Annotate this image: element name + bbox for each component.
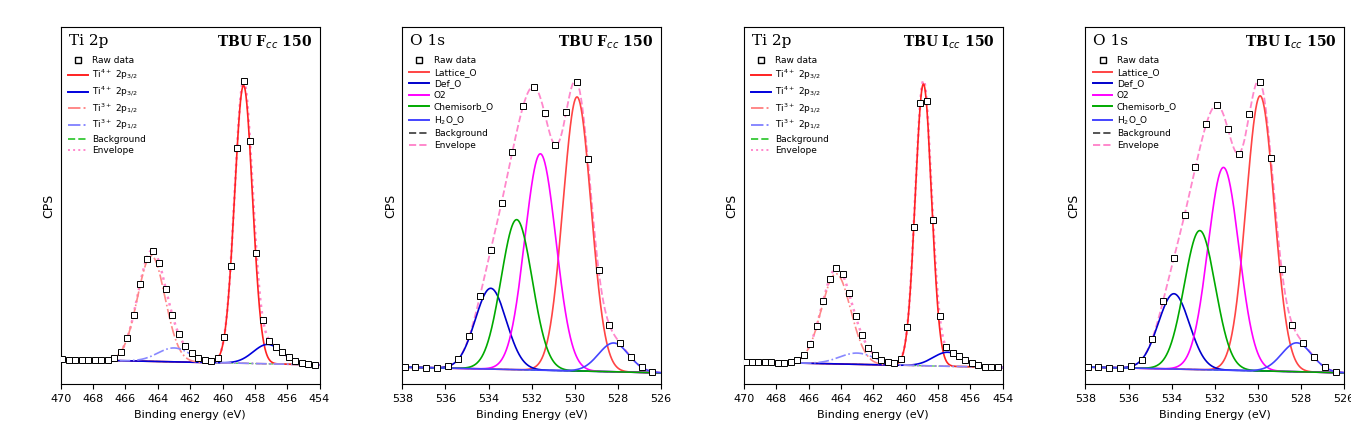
Text: O 1s: O 1s (411, 34, 444, 48)
Y-axis label: CPS: CPS (725, 194, 739, 218)
Legend: Raw data, Lattice_O, Def_O, O2, Chemisorb_O, H$_2$O_O, Background, Envelope: Raw data, Lattice_O, Def_O, O2, Chemisor… (409, 56, 494, 150)
Legend: Raw data, Ti$^{4+}$ 2p$_{3/2}$, Ti$^{4+}$ 2p$_{3/2}$, Ti$^{3+}$ 2p$_{1/2}$, Ti$^: Raw data, Ti$^{4+}$ 2p$_{3/2}$, Ti$^{4+}… (751, 56, 830, 156)
X-axis label: Binding Energy (eV): Binding Energy (eV) (1159, 410, 1271, 420)
Y-axis label: CPS: CPS (42, 194, 55, 218)
Text: TBU I$_{cc}$ 150: TBU I$_{cc}$ 150 (904, 34, 994, 51)
Text: Ti 2p: Ti 2p (69, 34, 108, 48)
Text: O 1s: O 1s (1093, 34, 1128, 48)
X-axis label: Binding energy (eV): Binding energy (eV) (134, 410, 246, 420)
X-axis label: Binding energy (eV): Binding energy (eV) (817, 410, 929, 420)
X-axis label: Binding Energy (eV): Binding Energy (eV) (476, 410, 588, 420)
Text: TBU I$_{cc}$ 150: TBU I$_{cc}$ 150 (1244, 34, 1336, 51)
Y-axis label: CPS: CPS (1067, 194, 1079, 218)
Text: Ti 2p: Ti 2p (751, 34, 792, 48)
Text: TBU F$_{cc}$ 150: TBU F$_{cc}$ 150 (558, 34, 654, 51)
Legend: Raw data, Ti$^{4+}$ 2p$_{3/2}$, Ti$^{4+}$ 2p$_{3/2}$, Ti$^{3+}$ 2p$_{1/2}$, Ti$^: Raw data, Ti$^{4+}$ 2p$_{3/2}$, Ti$^{4+}… (68, 56, 146, 156)
Legend: Raw data, Lattice_O, Def_O, O2, Chemisorb_O, H$_2$O_O, Background, Envelope: Raw data, Lattice_O, Def_O, O2, Chemisor… (1093, 56, 1177, 150)
Text: TBU F$_{cc}$ 150: TBU F$_{cc}$ 150 (216, 34, 312, 51)
Y-axis label: CPS: CPS (384, 194, 397, 218)
